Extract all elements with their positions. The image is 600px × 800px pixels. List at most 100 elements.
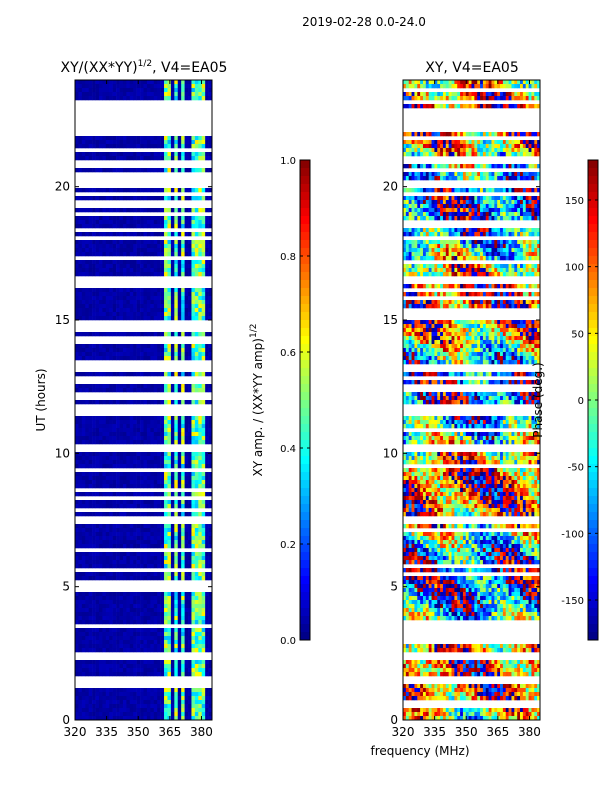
heatmap-cell (122, 248, 127, 253)
heatmap-cell (102, 636, 107, 641)
heatmap-cell (109, 312, 113, 317)
heatmap-cell (92, 384, 96, 389)
heatmap-cell (126, 144, 131, 149)
heatmap-cell (85, 576, 89, 581)
heatmap-cell (188, 596, 192, 601)
heatmap-cell (146, 512, 151, 517)
heatmap-cell (81, 700, 86, 705)
heatmap-cell (468, 188, 472, 193)
heatmap-cell (85, 528, 89, 533)
colorbar-segment (300, 368, 310, 377)
heatmap-cell (150, 668, 155, 673)
heatmap-cell (105, 424, 110, 429)
colorbar-segment (300, 544, 310, 553)
heatmap-cell (174, 356, 179, 361)
heatmap-cell (184, 244, 189, 249)
heatmap-cell (85, 264, 89, 269)
heatmap-cell (95, 636, 100, 641)
heatmap-cell (177, 316, 182, 321)
heatmap-cell (85, 224, 89, 229)
heatmap-cell (92, 332, 96, 337)
heatmap-cell (508, 92, 512, 97)
heatmap-cell (143, 416, 148, 421)
heatmap-cell (177, 332, 182, 337)
heatmap-cell (420, 212, 424, 217)
heatmap-cell (146, 636, 151, 641)
heatmap-cell (133, 500, 137, 505)
heatmap-cell (109, 452, 113, 457)
colorbar-segment (300, 216, 310, 225)
heatmap-cell (442, 132, 447, 137)
heatmap-cell (112, 312, 117, 317)
heatmap-cell (129, 560, 134, 565)
heatmap-cell (205, 464, 209, 469)
heatmap-cell (75, 348, 79, 353)
heatmap-cell (98, 332, 103, 337)
heatmap-cell (112, 532, 117, 537)
heatmap-cell (191, 140, 196, 145)
heatmap-cell (157, 716, 161, 721)
heatmap-cell (92, 692, 96, 697)
heatmap-cell (95, 416, 100, 421)
heatmap-cell (126, 420, 131, 425)
heatmap-cell (198, 512, 203, 517)
heatmap-cell (181, 452, 185, 457)
heatmap-cell (136, 264, 141, 269)
heatmap-cell (95, 428, 100, 433)
heatmap-cell (85, 592, 89, 597)
heatmap-cell (170, 208, 175, 213)
heatmap-cell (191, 528, 196, 533)
heatmap-cell (112, 504, 117, 509)
heatmap-cell (201, 528, 206, 533)
heatmap-cell (119, 636, 124, 641)
heatmap-cell (170, 476, 175, 481)
heatmap-cell (109, 648, 113, 653)
heatmap-cell (188, 688, 192, 693)
heatmap-cell (485, 148, 489, 153)
heatmap-cell (143, 528, 148, 533)
heatmap-cell (428, 144, 432, 149)
heatmap-cell (81, 464, 86, 469)
heatmap-cell (122, 596, 127, 601)
heatmap-cell (511, 152, 515, 157)
heatmap-cell (112, 288, 117, 293)
heatmap-cell (181, 600, 185, 605)
heatmap-cell (146, 620, 151, 625)
heatmap-cell (508, 172, 512, 177)
heatmap-cell (116, 564, 120, 569)
heatmap-cell (126, 332, 131, 337)
heatmap-cell (75, 640, 79, 645)
heatmap-cell (112, 248, 117, 253)
heatmap-cell (170, 292, 175, 297)
heatmap-cell (98, 700, 103, 705)
heatmap-cell (116, 356, 120, 361)
heatmap-cell (112, 576, 117, 581)
heatmap-cell (437, 188, 441, 193)
heatmap-cell (119, 660, 124, 665)
heatmap-cell (105, 552, 110, 557)
heatmap-cell (102, 692, 107, 697)
heatmap-cell (92, 596, 96, 601)
heatmap-cell (122, 560, 127, 565)
heatmap-cell (146, 596, 151, 601)
heatmap-cell (126, 700, 131, 705)
heatmap-cell (78, 460, 83, 465)
colorbar-segment (300, 424, 310, 433)
heatmap-cell (157, 492, 161, 497)
heatmap-cell (105, 608, 110, 613)
heatmap-cell (167, 152, 172, 157)
heatmap-cell (460, 80, 464, 85)
heatmap-cell (174, 668, 179, 673)
heatmap-cell (105, 500, 110, 505)
colorbar-segment (300, 408, 310, 417)
heatmap-cell (150, 432, 155, 437)
heatmap-cell (75, 152, 79, 157)
heatmap-cell (88, 272, 93, 277)
heatmap-cell (136, 144, 141, 149)
heatmap-cell (520, 196, 524, 201)
heatmap-cell (485, 152, 489, 157)
heatmap-cell (116, 668, 120, 673)
heatmap-cell (119, 704, 124, 709)
heatmap-cell (177, 564, 182, 569)
heatmap-cell (500, 92, 504, 97)
